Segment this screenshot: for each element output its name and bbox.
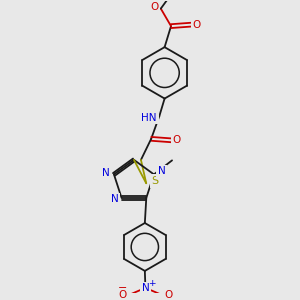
Text: O: O [150, 2, 158, 12]
Text: −: − [117, 283, 127, 293]
Text: O: O [118, 290, 126, 300]
Text: +: + [148, 279, 156, 288]
Text: HN: HN [141, 112, 157, 122]
Text: N: N [158, 167, 165, 176]
Text: S: S [152, 176, 158, 186]
Text: O: O [173, 135, 181, 145]
Text: N: N [103, 168, 110, 178]
Text: N: N [111, 194, 119, 204]
Text: O: O [165, 290, 173, 300]
Text: O: O [193, 20, 201, 30]
Text: N: N [142, 284, 150, 293]
